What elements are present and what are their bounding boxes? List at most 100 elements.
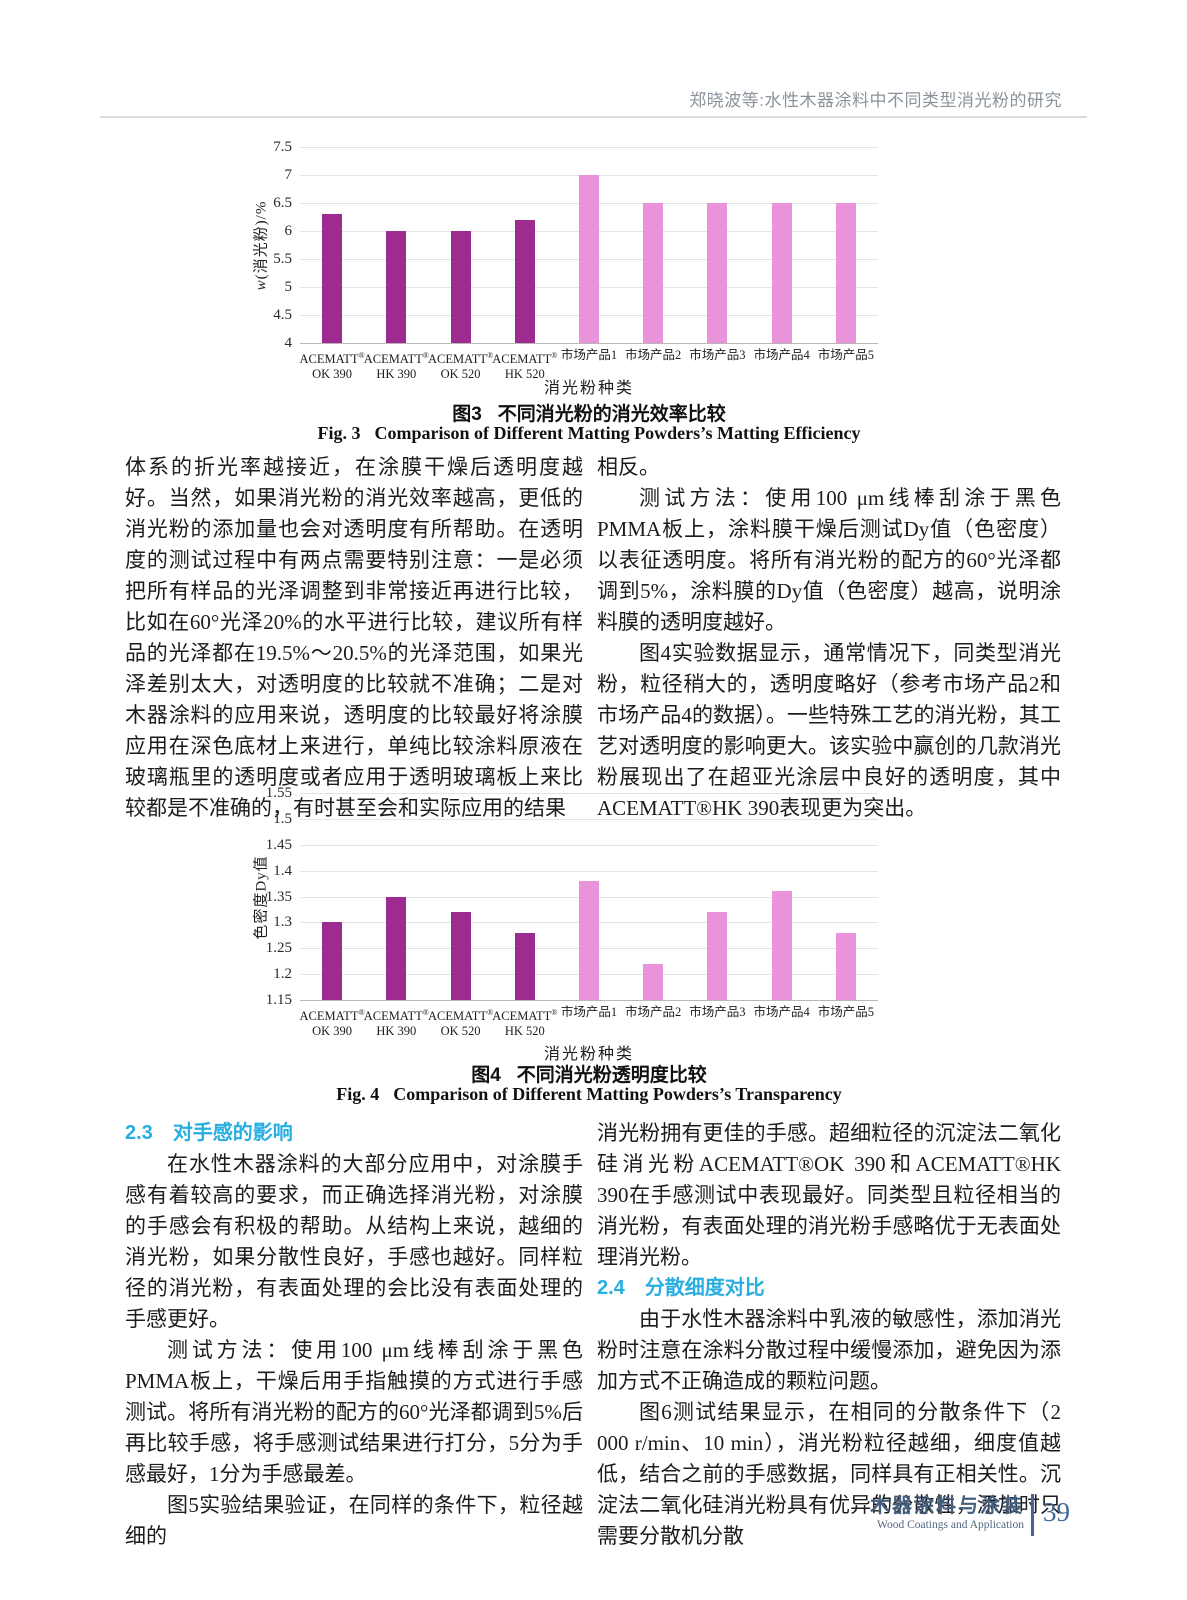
category-label: ACEMATT® HK 390 [363, 351, 429, 382]
y-tick-label: 7 [284, 167, 293, 183]
gridline [300, 870, 878, 872]
figure3-title: 不同消光粉的消光效率比较 [497, 404, 726, 425]
y-tick-label: 4 [284, 335, 293, 351]
gridline [300, 818, 878, 820]
figure4-caption-cn: 图4 不同消光粉透明度比较 [0, 1060, 1178, 1087]
y-tick-label: 1.2 [273, 966, 292, 983]
category-label: 市场产品4 [753, 348, 810, 362]
bar [386, 231, 407, 343]
paragraph: 消光粉拥有更佳的手感。超细粒径的沉淀法二氧化硅消光粉ACEMATT®OK 390… [597, 1121, 1061, 1269]
paragraph: 体系的折光率越接近，在涂膜干燥后透明度越好。当然，如果消光粉的消光效率越高，更低… [125, 455, 583, 820]
section-heading-2-3: 2.3 对手感的影响 [125, 1118, 583, 1149]
figure4-number: 图4 [471, 1065, 501, 1086]
bar [450, 912, 471, 1000]
figure4-title-en: Comparison of Different Matting Powders’… [393, 1084, 842, 1104]
column-right-top: 相反。测试方法：使用100 μm线棒刮涂于黑色PMMA板上，涂料膜干燥后测试Dy… [597, 452, 1061, 824]
bar [514, 219, 535, 343]
journal-name: 木器涂料与涂装 Wood Coatings and Application [770, 1494, 1024, 1533]
figure3-x-axis-title: 消光粉种类 [543, 380, 634, 397]
journal-name-cn: 木器涂料与涂装 [870, 1495, 1024, 1517]
bar [835, 203, 856, 343]
figure4-caption-en: Fig. 4 Comparison of Different Matting Po… [0, 1084, 1178, 1105]
category-label: ACEMATT® HK 520 [492, 351, 558, 382]
category-label: 市场产品3 [689, 348, 746, 362]
category-label: ACEMATT® HK 520 [492, 1008, 558, 1039]
section-2-4-text: 由于水性木器涂料中乳液的敏感性，添加消光粉时注意在涂料分散过程中缓慢添加，避免因… [597, 1304, 1061, 1552]
figure4-x-axis-title: 消光粉种类 [543, 1046, 634, 1063]
column-right-bottom: 消光粉拥有更佳的手感。超细粒径的沉淀法二氧化硅消光粉ACEMATT®OK 390… [597, 1118, 1061, 1552]
page-number: 39 [1043, 1497, 1070, 1527]
y-tick-label: 1.15 [265, 992, 292, 1008]
category-label: ACEMATT® OK 520 [428, 351, 494, 382]
figure3-caption-cn: 图3 不同消光粉的消光效率比较 [0, 399, 1178, 426]
bar [835, 932, 856, 1000]
category-label: 市场产品1 [560, 1005, 618, 1019]
running-head: 郑晓波等:水性木器涂料中不同类型消光粉的研究 [689, 91, 1062, 110]
bar [707, 203, 728, 343]
category-label: ACEMATT® OK 390 [299, 351, 365, 382]
paragraph: 图5实验结果验证，在同样的条件下，粒径越细的 [125, 1493, 583, 1548]
gridline [300, 147, 878, 148]
paragraph: 测试方法：使用100 μm线棒刮涂于黑色PMMA板上，涂料膜干燥后测试Dy值（色… [597, 486, 1061, 634]
section-number: 2.3 [125, 1122, 153, 1144]
bar [322, 214, 343, 343]
y-tick-label: 5.5 [273, 251, 292, 267]
section-2-3-text: 在水性木器涂料的大部分应用中，对涂膜手感有着较高的要求，而正确选择消光粉，对涂膜… [125, 1149, 583, 1552]
figure4-title: 不同消光粉透明度比较 [516, 1065, 707, 1086]
paragraph: 图4实验数据显示，通常情况下，同类型消光粉，粒径稍大的，透明度略好（参考市场产品… [597, 641, 1061, 820]
header-rule [100, 116, 1087, 118]
x-axis-line [300, 343, 878, 344]
figure3-number-en: Fig. 3 [317, 423, 361, 443]
gridline [300, 793, 878, 794]
bar [450, 231, 471, 343]
bar [643, 963, 664, 1000]
bar [322, 922, 343, 1000]
bar [707, 912, 728, 1000]
x-axis-line [300, 1000, 878, 1001]
page-footer: 木器涂料与涂装 Wood Coatings and Application 39 [770, 1494, 1070, 1536]
paragraph: 由于水性木器涂料中乳液的敏感性，添加消光粉时注意在涂料分散过程中缓慢添加，避免因… [597, 1307, 1061, 1393]
column-left-top: 体系的折光率越接近，在涂膜干燥后透明度越好。当然，如果消光粉的消光效率越高，更低… [125, 452, 583, 824]
gridline [300, 844, 878, 846]
category-label: 市场产品5 [817, 1005, 875, 1019]
bar [514, 932, 535, 1000]
y-axis-title: w(消光粉)/% [253, 200, 270, 291]
figure4-bar-chart: 1.55 1.5 1.45 1.4 1.35 1.3 1.25 1.2 1.15 ACEMATT®… [240, 783, 940, 1038]
section-title: 分散细度对比 [644, 1277, 765, 1299]
bar [771, 203, 792, 343]
y-tick-label: 7.5 [273, 139, 292, 155]
category-label: ACEMATT® OK 520 [428, 1008, 494, 1039]
bar [643, 203, 664, 343]
bar [579, 175, 599, 343]
paragraph: 图6测试结果显示，在相同的分散条件下（2 000 r/min、10 min），消… [597, 1400, 1061, 1548]
category-label: 市场产品1 [560, 348, 618, 362]
figure4-number-en: Fig. 4 [336, 1084, 380, 1104]
paragraph: 在水性木器涂料的大部分应用中，对涂膜手感有着较高的要求，而正确选择消光粉，对涂膜… [125, 1152, 583, 1331]
y-tick-label: 1.25 [265, 940, 292, 957]
category-label: 市场产品2 [625, 1005, 682, 1019]
y-tick-label: 1.4 [273, 862, 292, 879]
section-heading-2-4: 2.4 分散细度对比 [597, 1273, 1061, 1304]
section-title: 对手感的影响 [172, 1122, 293, 1144]
y-tick-label: 6.5 [273, 195, 292, 211]
category-label: 市场产品4 [753, 1005, 810, 1019]
category-label: ACEMATT® OK 390 [299, 1008, 365, 1039]
y-tick-label: 5 [284, 279, 293, 295]
y-tick-label: 1.5 [273, 810, 292, 827]
y-tick-label: 1.45 [265, 836, 292, 853]
bar [579, 881, 599, 1000]
y-axis-title: 色密度Dy值 [253, 854, 270, 940]
y-tick-label: 6 [284, 223, 293, 239]
y-tick-label: 1.55 [265, 785, 292, 801]
figure3-title-en: Comparison of Different Matting Powders’… [374, 423, 861, 443]
figure3-caption-en: Fig. 3 Comparison of Different Matting Po… [0, 423, 1178, 444]
y-tick-label: 1.3 [273, 914, 292, 931]
column-left-bottom: 2.3 对手感的影响 在水性木器涂料的大部分应用中，对涂膜手感有着较高的要求，而正… [125, 1118, 583, 1552]
category-label: 市场产品2 [625, 348, 682, 362]
category-label: ACEMATT® HK 390 [363, 1008, 429, 1039]
bar [771, 891, 792, 1000]
paragraph: 测试方法：使用100 μm线棒刮涂于黑色PMMA板上，干燥后用手指触摸的方式进行… [125, 1338, 583, 1486]
bar [386, 896, 407, 1000]
y-tick-label: 1.35 [265, 888, 292, 905]
paragraph: 相反。 [597, 455, 660, 479]
